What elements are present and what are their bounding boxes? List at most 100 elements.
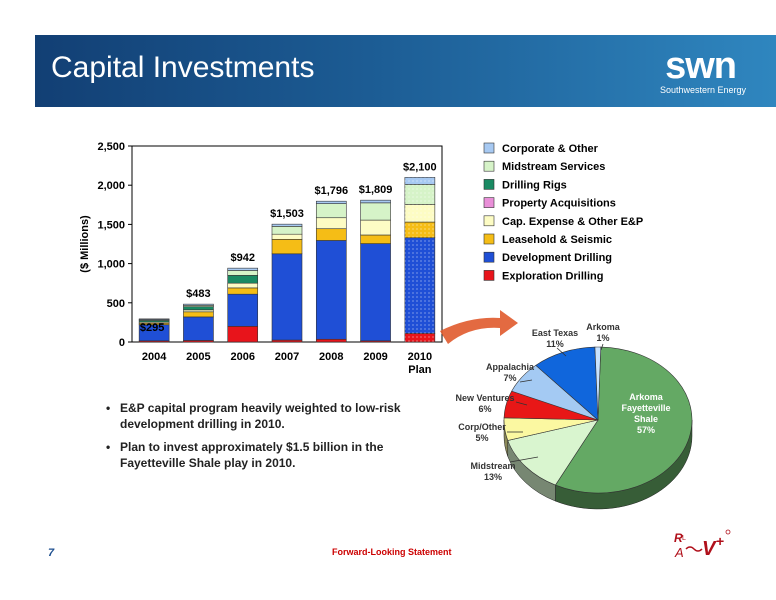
- bar-segment: [271, 253, 303, 341]
- x-tick-label: 2005: [186, 351, 210, 363]
- bar-segment: [404, 184, 436, 205]
- y-tick-label: 2,000: [97, 180, 125, 192]
- svg-text:L: L: [682, 535, 686, 542]
- pie-label: 5%: [475, 433, 488, 443]
- bullet-item: Plan to invest approximately $1.5 billio…: [106, 439, 406, 471]
- rav-logo-icon: R L A V +: [674, 529, 731, 560]
- plan-pattern-overlay: [404, 177, 435, 185]
- pie-leader-line: [519, 379, 533, 383]
- bar-segment: [138, 320, 170, 323]
- legend-swatch: [483, 270, 495, 281]
- bar-segment: [404, 177, 436, 185]
- bar-segment: [404, 204, 436, 223]
- legend-swatch: [483, 179, 495, 190]
- bar-total-label: $1,503: [270, 208, 304, 220]
- bar-segment: [227, 275, 259, 284]
- x-tick-label: 2004: [142, 351, 167, 363]
- bar-segment: [138, 318, 170, 320]
- pie-label: Appalachia: [486, 362, 535, 372]
- plan-pattern-overlay: [404, 237, 435, 334]
- legend-label: Cap. Expense & Other E&P: [502, 216, 643, 228]
- bar-segment: [183, 303, 214, 306]
- pie-label: East Texas: [532, 328, 578, 338]
- bar-segment: [360, 340, 391, 343]
- x-tick-label: 2010: [408, 351, 432, 363]
- legend-swatch: [483, 215, 495, 227]
- y-tick-label: 1,000: [97, 259, 125, 271]
- bar-segment: [138, 324, 170, 342]
- bar-segment: [315, 203, 347, 219]
- x-tick-label: 2006: [230, 351, 254, 363]
- bar-segment: [183, 309, 214, 313]
- plan-pattern-overlay: [404, 184, 435, 205]
- y-tick-label: 0: [119, 337, 125, 349]
- bar-segment: [360, 243, 391, 342]
- bar-segment: [315, 240, 347, 340]
- pie-slice: [594, 346, 602, 421]
- pie-slice-side: [507, 440, 556, 502]
- company-logo: swn: [665, 45, 737, 87]
- pie-slice-side: [503, 419, 509, 457]
- legend-label: Leasehold & Seismic: [502, 234, 612, 246]
- bar-segment: [404, 221, 436, 239]
- legend-swatch: [483, 233, 495, 245]
- pie-label: 11%: [546, 339, 564, 349]
- x-tick-label: 2008: [319, 351, 343, 363]
- pie-label: Fayetteville: [621, 403, 670, 413]
- arrow-icon: [440, 310, 518, 344]
- bar-segment: [404, 237, 436, 334]
- pie-slice: [503, 417, 599, 441]
- bullet-item: E&P capital program heavily weighted to …: [106, 400, 406, 432]
- svg-text:A: A: [674, 545, 684, 560]
- bar-segment: [183, 305, 214, 308]
- bar-segment: [138, 340, 170, 343]
- company-logo-subtitle: Southwestern Energy: [659, 85, 746, 95]
- x-tick-label: Plan: [408, 364, 432, 376]
- legend-swatch: [483, 160, 495, 172]
- svg-text:R: R: [674, 531, 683, 545]
- bar-segment: [360, 219, 391, 236]
- bullet-list: E&P capital program heavily weighted to …: [106, 400, 406, 478]
- bar-segment: [138, 319, 170, 321]
- pie-label: 6%: [478, 404, 491, 414]
- pie-label: 7%: [503, 373, 516, 383]
- pie-label: Corp/Other: [458, 422, 506, 432]
- plot-area-frame: [131, 145, 443, 343]
- pie-label: 57%: [637, 425, 655, 435]
- bar-segment: [360, 199, 391, 204]
- bar-segment: [404, 333, 436, 343]
- bar-total-label: $2,100: [403, 161, 437, 173]
- pie-leader-line: [556, 347, 567, 357]
- pie-label: Arkoma: [629, 392, 664, 402]
- legend-swatch: [483, 197, 495, 208]
- x-tick-label: 2007: [275, 351, 299, 363]
- plan-pattern-overlay: [404, 222, 435, 238]
- pie-label: Midstream: [470, 461, 515, 471]
- pie-slice: [535, 346, 599, 421]
- pie-label: 13%: [484, 472, 502, 482]
- bar-segment: [360, 202, 391, 221]
- pie-leader-line: [600, 343, 604, 351]
- bar-segment: [227, 293, 259, 327]
- pie-slice: [511, 364, 599, 421]
- bar-segment: [271, 233, 303, 240]
- legend-label: Property Acquisitions: [502, 198, 616, 210]
- bar-segment: [227, 326, 259, 343]
- bar-segment: [315, 228, 347, 241]
- y-tick-label: 1,500: [97, 219, 125, 231]
- legend-label: Drilling Rigs: [502, 179, 567, 191]
- bar-total-label: $1,809: [359, 184, 393, 196]
- bar-segment: [183, 311, 214, 318]
- y-tick-label: 2,500: [97, 141, 125, 153]
- bar-segment: [183, 306, 214, 311]
- forward-looking-statement: Forward-Looking Statement: [332, 547, 452, 557]
- x-tick-label: 2009: [363, 351, 387, 363]
- pie-slice: [503, 390, 599, 421]
- legend-swatch: [483, 251, 495, 263]
- pie-label: New Ventures: [455, 393, 514, 403]
- legend-swatch: [483, 142, 495, 154]
- slide-title: Capital Investments: [51, 51, 315, 84]
- bar-segment: [227, 267, 259, 271]
- legend-label: Exploration Drilling: [502, 270, 603, 282]
- legend-label: Midstream Services: [502, 161, 605, 173]
